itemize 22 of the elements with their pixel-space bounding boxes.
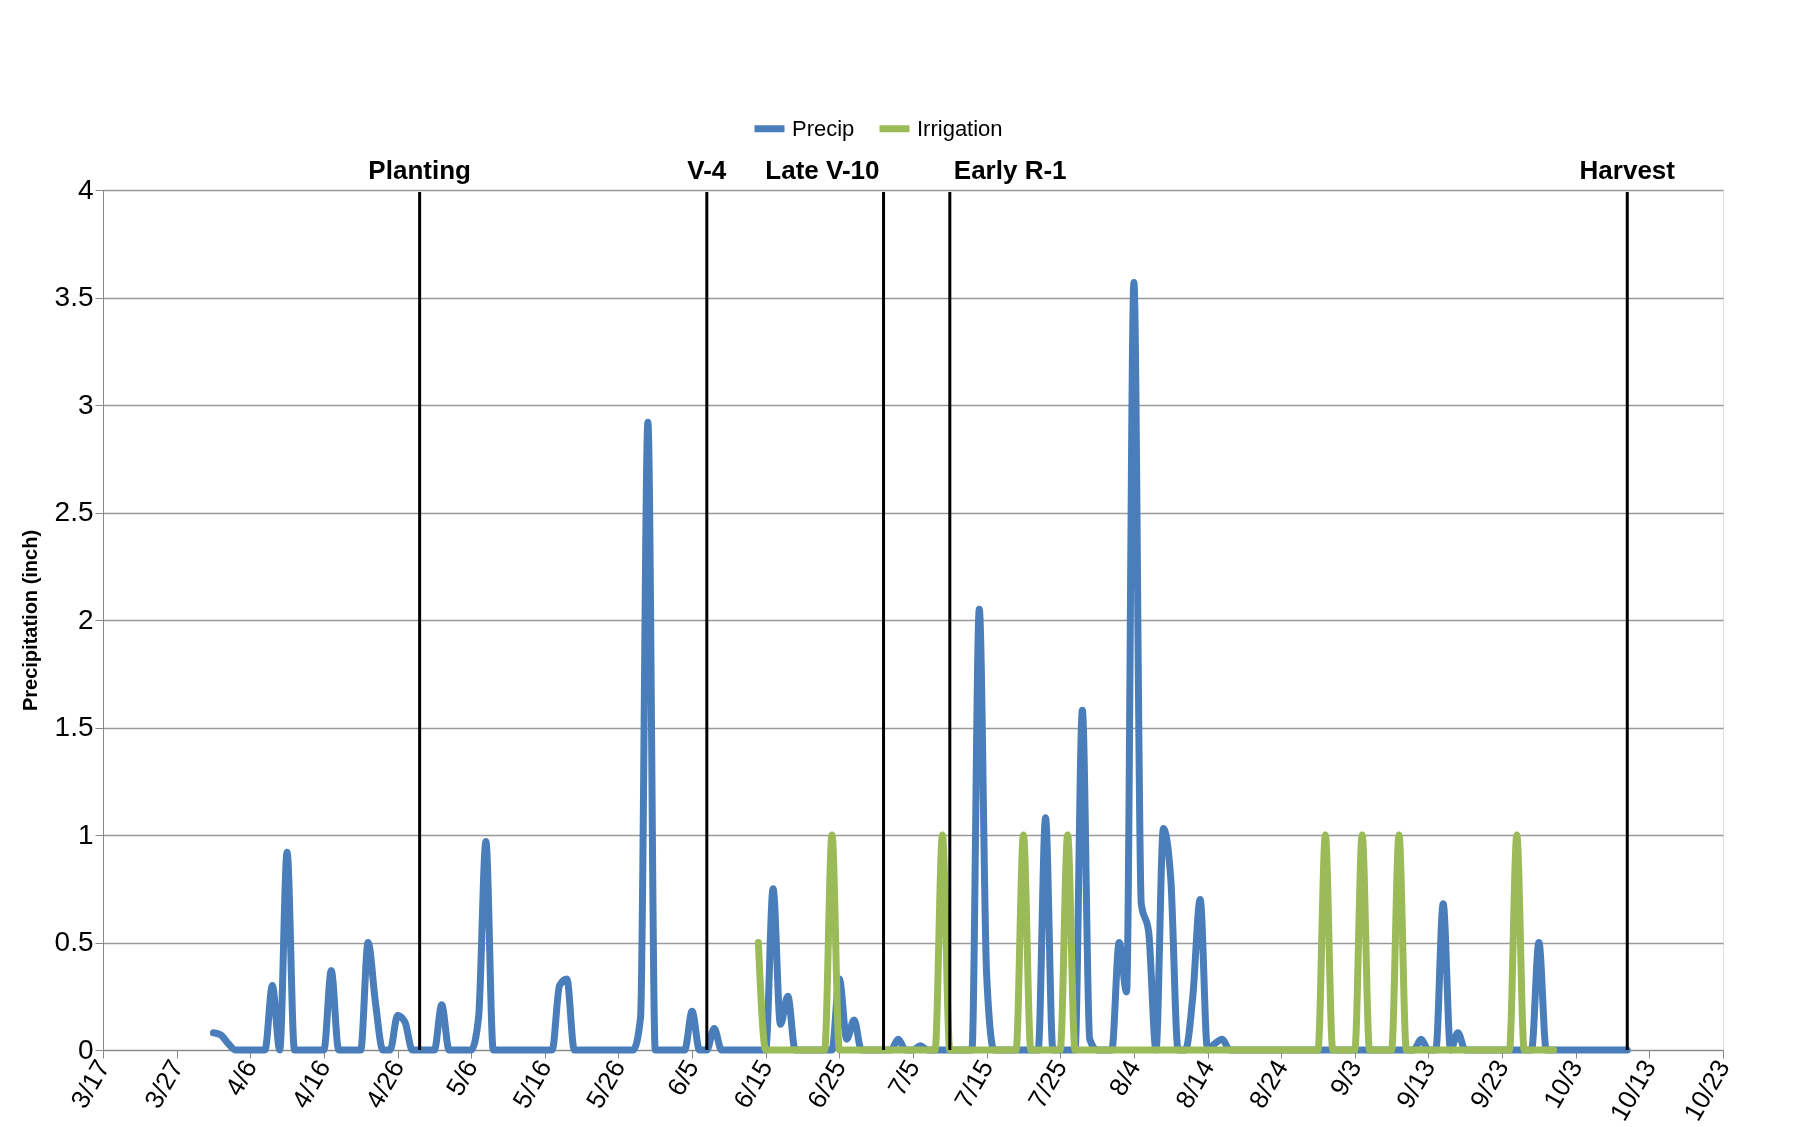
y-tick-label: 3: [77, 388, 94, 420]
legend-label: Precip: [792, 115, 855, 141]
x-tick-label: 6/5: [660, 1054, 705, 1101]
ref-line-label: Harvest: [1579, 155, 1676, 185]
ref-line-label: Early R-1: [953, 155, 1067, 185]
ref-line-label: Planting: [368, 155, 471, 185]
ref-line-label: Late V-10: [765, 155, 880, 185]
y-tick-label: 1.5: [54, 711, 94, 742]
y-tick-label: 2: [77, 603, 94, 635]
x-tick-label: 7/5: [881, 1054, 926, 1101]
y-tick-label: 4: [77, 173, 94, 205]
y-tick-label: 3.5: [54, 281, 94, 312]
y-tick-label: 0.5: [54, 926, 94, 957]
y-tick-label: 2.5: [54, 496, 94, 527]
x-tick-label: 9/3: [1323, 1054, 1368, 1101]
x-tick-label: 8/4: [1102, 1054, 1147, 1101]
x-tick-label: 4/6: [218, 1054, 263, 1101]
y-axis-title: Precipitation (inch): [18, 529, 41, 712]
y-tick-label: 1: [77, 818, 94, 850]
ref-line-label: V-4: [687, 155, 727, 185]
x-tick-label: 5/6: [439, 1054, 484, 1101]
legend-label: Irrigation: [917, 115, 1003, 141]
